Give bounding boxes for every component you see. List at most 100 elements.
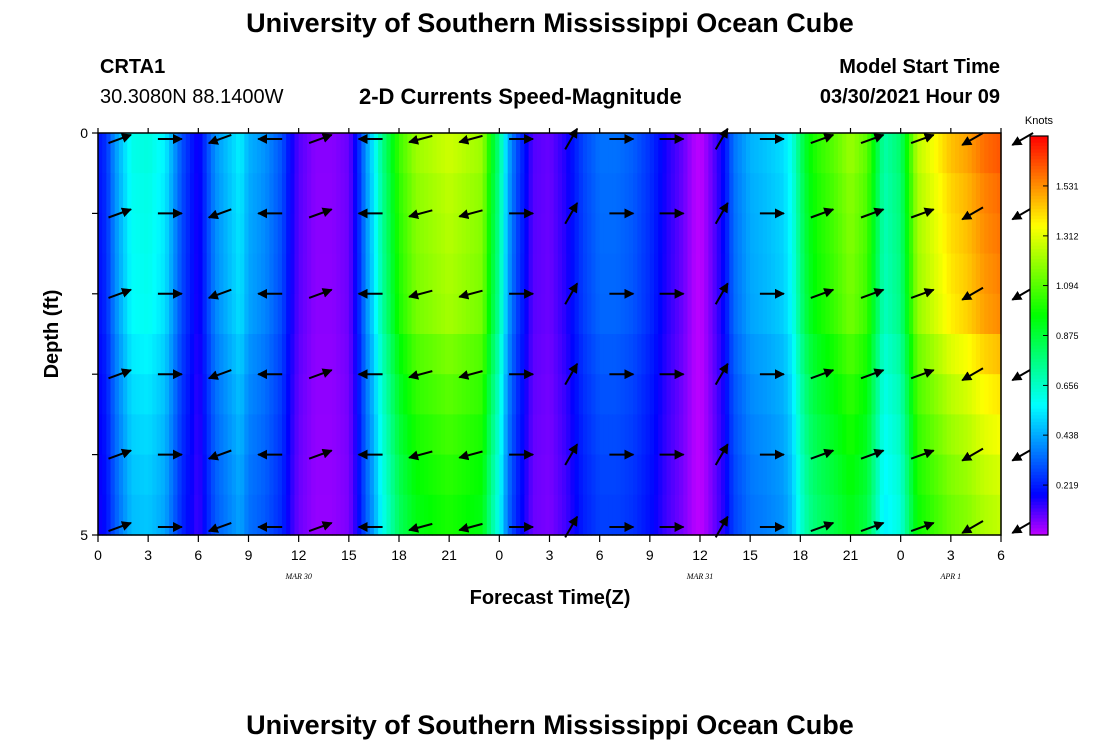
- heatmap-cell: [353, 494, 358, 536]
- heatmap-cell: [173, 494, 179, 536]
- heatmap-cell: [871, 334, 877, 375]
- colorbar-swatch: [1030, 179, 1048, 184]
- heatmap-cell: [988, 494, 994, 536]
- heatmap-cell: [424, 414, 429, 456]
- heatmap-cell: [240, 374, 245, 415]
- heatmap-cell: [599, 133, 605, 174]
- colorbar-swatch: [1030, 195, 1048, 200]
- heatmap-cell: [235, 133, 241, 174]
- heatmap-cell: [837, 253, 843, 295]
- heatmap-cell: [256, 414, 262, 456]
- heatmap-cell: [879, 173, 885, 214]
- heatmap-cell: [562, 253, 567, 295]
- heatmap-cell: [415, 133, 421, 174]
- heatmap-cell: [394, 374, 400, 415]
- heatmap-cell: [436, 293, 442, 335]
- heatmap-cell: [273, 253, 279, 295]
- heatmap-cell: [143, 293, 149, 335]
- heatmap-cell: [194, 414, 199, 456]
- heatmap-cell: [875, 374, 881, 415]
- heatmap-cell: [637, 454, 643, 496]
- heatmap-cell: [620, 173, 626, 214]
- heatmap-cell: [771, 374, 776, 415]
- heatmap-cell: [235, 454, 241, 496]
- colorbar-tick-label: 0.656: [1056, 381, 1079, 391]
- heatmap-cell: [361, 414, 367, 456]
- heatmap-cell: [528, 334, 534, 375]
- heatmap-cell: [223, 334, 229, 375]
- heatmap-cell: [812, 494, 818, 536]
- heatmap-cell: [975, 414, 981, 456]
- heatmap-cell: [812, 213, 818, 255]
- heatmap-cell: [319, 334, 325, 375]
- heatmap-cell: [470, 253, 475, 295]
- heatmap-cell: [369, 253, 375, 295]
- heatmap-cell: [273, 414, 279, 456]
- heatmap-cell: [624, 133, 630, 174]
- heatmap-cell: [240, 334, 245, 375]
- heatmap-cell: [353, 454, 358, 496]
- heatmap-cell: [975, 173, 981, 214]
- colorbar-swatch: [1030, 505, 1048, 509]
- heatmap-cell: [570, 414, 576, 456]
- heatmap-cell: [817, 253, 822, 295]
- heatmap-cell: [950, 334, 956, 375]
- heatmap-cell: [357, 133, 362, 174]
- heatmap-cell: [971, 494, 977, 536]
- heatmap-cell: [319, 414, 325, 456]
- colorbar-swatch: [1030, 235, 1048, 240]
- current-arrow: [714, 515, 729, 538]
- heatmap-cell: [578, 293, 584, 335]
- heatmap-cell: [411, 213, 417, 255]
- heatmap-cell: [532, 334, 538, 375]
- heatmap-cell: [825, 173, 831, 214]
- heatmap-cell: [725, 253, 730, 295]
- heatmap-cell: [775, 414, 781, 456]
- heatmap-cell: [720, 494, 726, 536]
- heatmap-cell: [340, 213, 346, 255]
- heatmap-cell: [403, 334, 408, 375]
- heatmap-cell: [921, 334, 927, 375]
- heatmap-cell: [608, 173, 613, 214]
- heatmap-cell: [244, 133, 250, 174]
- heatmap-cell: [766, 454, 772, 496]
- heatmap-cell: [992, 454, 998, 496]
- heatmap-cell: [227, 133, 233, 174]
- heatmap-cell: [967, 494, 973, 536]
- heatmap-cell: [595, 293, 601, 335]
- heatmap-cell: [465, 414, 471, 456]
- heatmap-cell: [608, 253, 613, 295]
- heatmap-cell: [123, 414, 128, 456]
- heatmap-cell: [787, 454, 793, 496]
- heatmap-cell: [988, 173, 994, 214]
- heatmap-cell: [900, 133, 906, 174]
- heatmap-cell: [223, 253, 229, 295]
- heatmap-cell: [164, 454, 170, 496]
- heatmap-cell: [102, 414, 107, 456]
- heatmap-cell: [871, 454, 877, 496]
- heatmap-cell: [896, 293, 902, 335]
- heatmap-cell: [449, 293, 454, 335]
- heatmap-cell: [616, 253, 622, 295]
- heatmap-cell: [373, 213, 379, 255]
- heatmap-cell: [394, 173, 400, 214]
- heatmap-cell: [741, 253, 747, 295]
- heatmap-cell: [332, 414, 337, 456]
- heatmap-cell: [733, 494, 739, 536]
- heatmap-cell: [357, 253, 362, 295]
- heatmap-cell: [411, 414, 417, 456]
- heatmap-cell: [181, 133, 187, 174]
- heatmap-cell: [240, 414, 245, 456]
- heatmap-cell: [975, 494, 981, 536]
- heatmap-cell: [888, 293, 893, 335]
- heatmap-cell: [198, 133, 204, 174]
- heatmap-cell: [482, 293, 488, 335]
- heatmap-cell: [871, 173, 877, 214]
- heatmap-cell: [545, 253, 551, 295]
- heatmap-cell: [842, 374, 847, 415]
- heatmap-cell: [219, 213, 225, 255]
- heatmap-cell: [106, 494, 112, 536]
- heatmap-cell: [244, 334, 250, 375]
- heatmap-cell: [762, 414, 768, 456]
